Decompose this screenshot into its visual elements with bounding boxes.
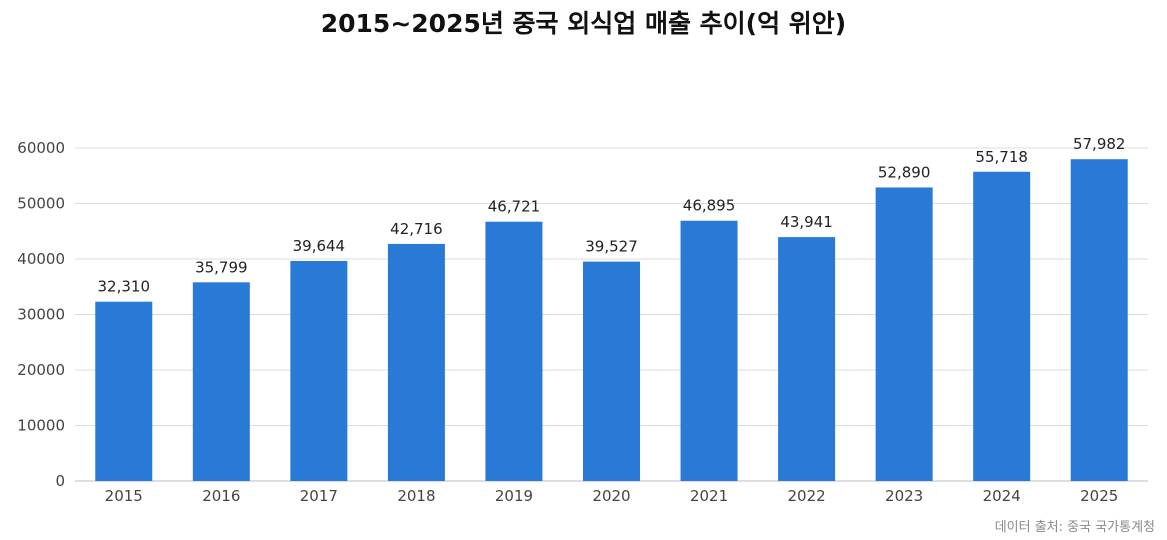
data-labels: 32,310 35,799 39,644 42,716 46,721 39,527 46,8… (98, 135, 1126, 295)
x-tick-label-2024: 2024 (983, 487, 1021, 505)
x-tick-label-2016: 2016 (202, 487, 240, 505)
bar-2018 (387, 243, 445, 481)
y-tick-label: 30000 (17, 306, 65, 324)
data-label-2023: 52,890 (878, 163, 931, 181)
x-tick-label-2019: 2019 (495, 487, 533, 505)
y-tick-label: 20000 (17, 361, 65, 379)
bar-2023 (875, 187, 933, 481)
y-tick-label: 60000 (17, 139, 65, 157)
x-tick-label-2022: 2022 (787, 487, 825, 505)
y-tick-label: 40000 (17, 250, 65, 268)
x-tick-label-2015: 2015 (105, 487, 143, 505)
x-tick-label-2021: 2021 (690, 487, 728, 505)
y-axis-ticks: 0 10000 20000 30000 40000 50000 60000 (17, 139, 65, 490)
data-label-2018: 42,716 (390, 220, 443, 238)
y-tick-label: 50000 (17, 195, 65, 213)
data-label-2021: 46,895 (683, 197, 736, 215)
bar-2020 (583, 261, 640, 481)
bar-2015 (95, 301, 153, 481)
x-tick-label-2017: 2017 (300, 487, 338, 505)
bar-2017 (290, 260, 348, 481)
bar-2019 (485, 221, 543, 481)
data-label-2020: 39,527 (585, 238, 638, 256)
data-label-2016: 35,799 (195, 258, 248, 276)
data-label-2022: 43,941 (780, 213, 833, 231)
x-tick-label-2023: 2023 (885, 487, 923, 505)
data-label-2017: 39,644 (293, 237, 346, 255)
data-label-2024: 55,718 (975, 148, 1028, 166)
chart-title: 2015~2025년 중국 외식업 매출 추이(억 위안) (320, 9, 847, 38)
source-note: 데이터 출처: 중국 국가통계청 (994, 520, 1155, 535)
data-label-2019: 46,721 (488, 198, 541, 216)
bar-2024 (973, 171, 1031, 481)
x-tick-label-2020: 2020 (592, 487, 630, 505)
y-tick-label: 0 (55, 472, 65, 490)
bars (95, 159, 1128, 482)
bar-2025 (1070, 159, 1128, 482)
y-tick-label: 10000 (17, 417, 65, 435)
x-axis-ticks: 2015 2016 2017 2018 2019 2020 2021 2022 2023 2024… (105, 487, 1119, 505)
data-label-2025: 57,982 (1073, 135, 1126, 153)
x-tick-label-2018: 2018 (397, 487, 435, 505)
x-tick-label-2025: 2025 (1080, 487, 1118, 505)
bar-2021 (680, 220, 738, 481)
bar-2022 (778, 237, 836, 481)
data-label-2015: 32,310 (98, 278, 151, 296)
bar-2016 (192, 282, 250, 481)
